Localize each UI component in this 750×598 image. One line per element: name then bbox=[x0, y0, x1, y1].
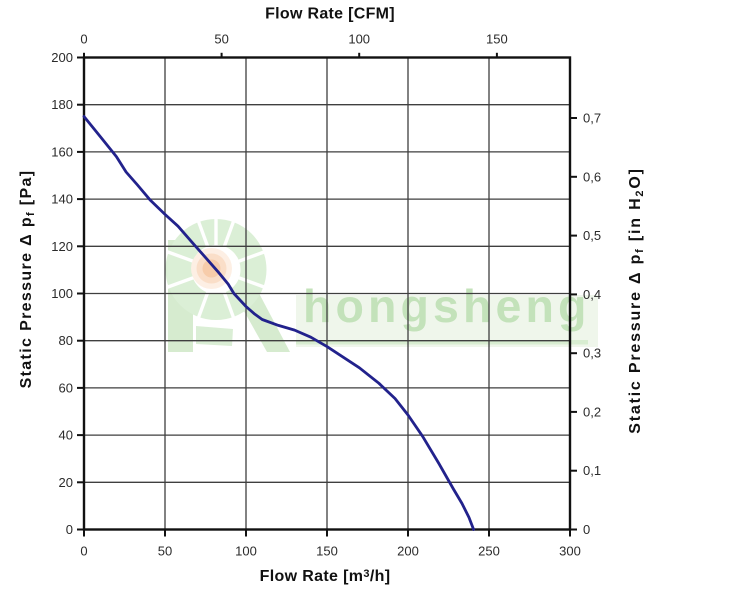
svg-text:0: 0 bbox=[583, 522, 590, 537]
svg-text:0,7: 0,7 bbox=[583, 111, 601, 126]
svg-text:140: 140 bbox=[51, 192, 73, 207]
svg-text:300: 300 bbox=[559, 544, 581, 559]
svg-text:80: 80 bbox=[59, 333, 73, 348]
svg-text:0: 0 bbox=[80, 544, 87, 559]
svg-text:0: 0 bbox=[80, 32, 87, 47]
svg-text:Static Pressure Δ pf [Pa]: Static Pressure Δ pf [Pa] bbox=[18, 170, 37, 389]
svg-text:Static Pressure Δ pf [in H2O]: Static Pressure Δ pf [in H2O] bbox=[627, 167, 646, 433]
svg-text:0,4: 0,4 bbox=[583, 287, 601, 302]
svg-text:100: 100 bbox=[51, 286, 73, 301]
svg-text:0,5: 0,5 bbox=[583, 228, 601, 243]
svg-text:120: 120 bbox=[51, 239, 73, 254]
svg-text:200: 200 bbox=[397, 544, 419, 559]
svg-text:160: 160 bbox=[51, 144, 73, 159]
svg-text:hongsheng: hongsheng bbox=[303, 280, 590, 332]
svg-text:100: 100 bbox=[348, 32, 370, 47]
svg-text:50: 50 bbox=[214, 32, 228, 47]
svg-text:0,1: 0,1 bbox=[583, 463, 601, 478]
svg-text:200: 200 bbox=[51, 50, 73, 65]
svg-text:Flow Rate [m3/h]: Flow Rate [m3/h] bbox=[260, 568, 391, 585]
svg-text:250: 250 bbox=[478, 544, 500, 559]
svg-text:150: 150 bbox=[316, 544, 338, 559]
svg-text:Flow Rate [CFM]: Flow Rate [CFM] bbox=[265, 6, 395, 23]
svg-text:150: 150 bbox=[486, 32, 508, 47]
svg-text:60: 60 bbox=[59, 380, 73, 395]
svg-text:100: 100 bbox=[235, 544, 257, 559]
svg-text:180: 180 bbox=[51, 97, 73, 112]
svg-text:0,3: 0,3 bbox=[583, 346, 601, 361]
svg-text:0,6: 0,6 bbox=[583, 169, 601, 184]
svg-text:20: 20 bbox=[59, 475, 73, 490]
svg-text:0,2: 0,2 bbox=[583, 404, 601, 419]
svg-text:0: 0 bbox=[66, 522, 73, 537]
svg-text:40: 40 bbox=[59, 428, 73, 443]
svg-text:50: 50 bbox=[158, 544, 172, 559]
